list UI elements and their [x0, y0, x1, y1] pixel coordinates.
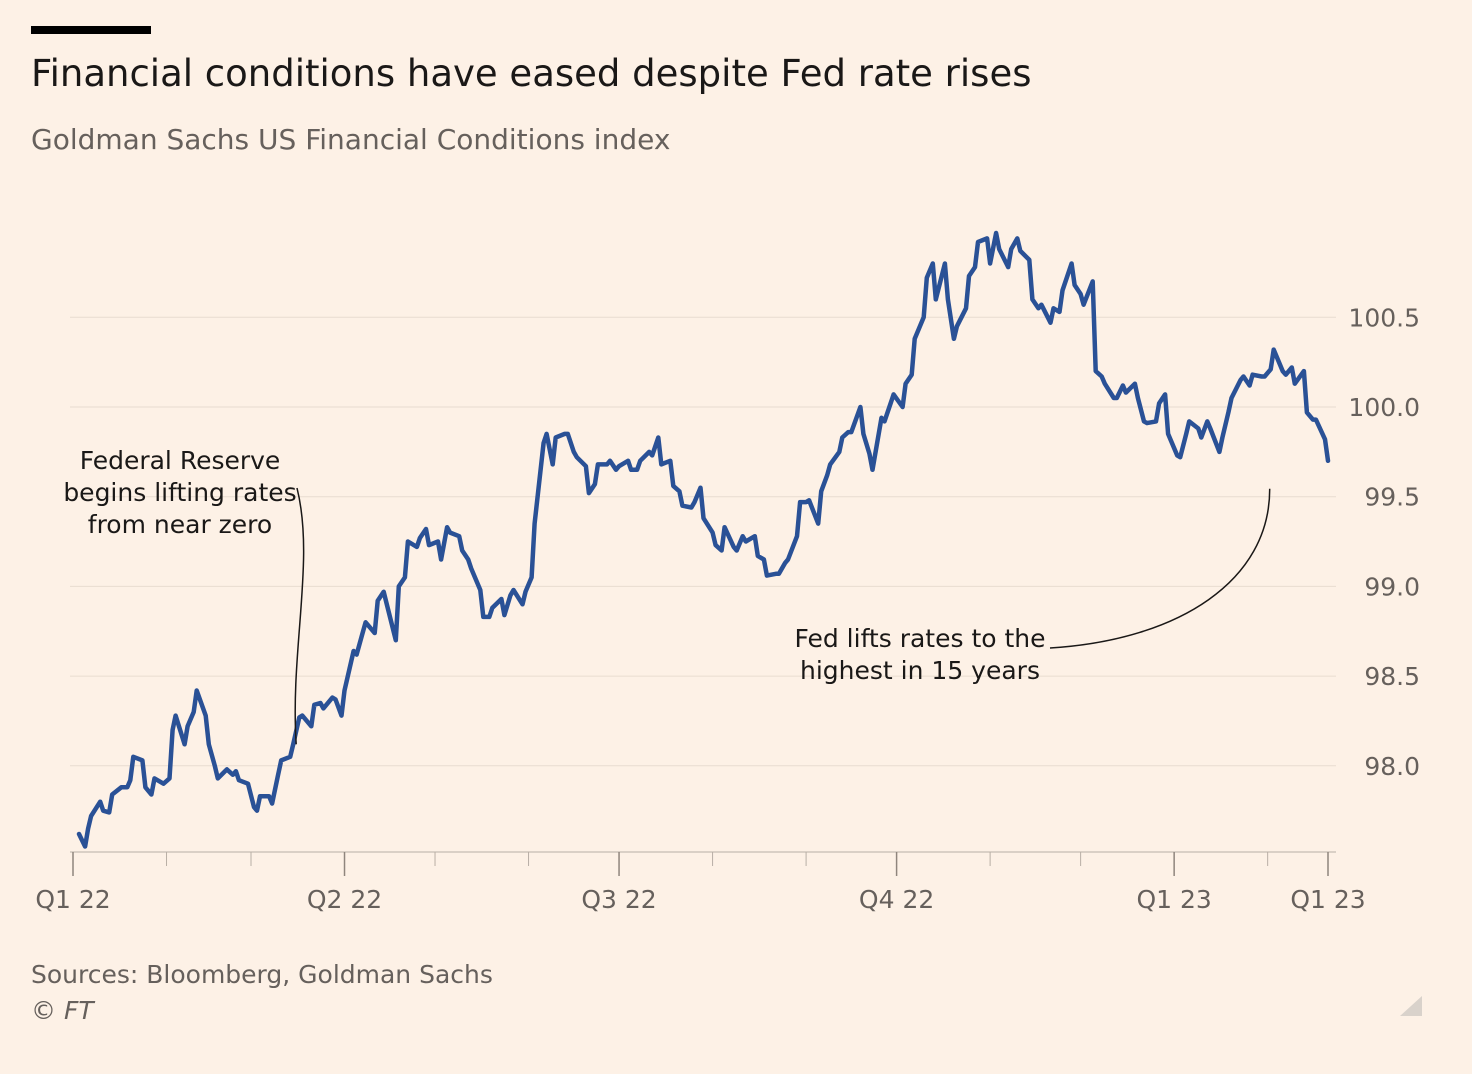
x-tick-label: Q1 23	[1290, 885, 1365, 914]
x-tick-label: Q4 22	[859, 885, 934, 914]
x-tick-label: Q3 22	[581, 885, 656, 914]
annotation-text: begins lifting rates	[63, 478, 296, 507]
y-tick-label: 100.5	[1348, 303, 1420, 332]
y-tick-label: 98.0	[1364, 752, 1420, 781]
annotation-text: from near zero	[88, 510, 272, 539]
y-tick-label: 98.5	[1364, 662, 1420, 691]
series-line	[76, 230, 1331, 849]
annotation-text: Federal Reserve	[80, 446, 281, 475]
x-tick-label: Q2 22	[307, 885, 382, 914]
annotation-text: Fed lifts rates to the	[794, 624, 1045, 653]
y-axis-tick-labels: 98.0 98.5 99.0 99.5 100.0 100.5	[1348, 303, 1420, 781]
x-tick-label: Q1 23	[1136, 885, 1211, 914]
annotation-leader-line	[1049, 488, 1271, 649]
annotation-leader-line	[294, 487, 305, 745]
x-axis: Q1 22 Q2 22 Q3 22 Q4 22 Q1 23 Q1 23	[35, 851, 1366, 914]
chart-title: Financial conditions have eased despite …	[31, 52, 1032, 95]
y-tick-label: 100.0	[1348, 393, 1420, 422]
series-layer	[76, 230, 1331, 849]
resize-handle-icon[interactable]	[1400, 996, 1422, 1016]
annotations: Federal Reserve begins lifting rates from …	[63, 446, 1271, 745]
gridlines	[70, 316, 1336, 767]
annotation-text: highest in 15 years	[800, 656, 1040, 685]
copyright-note: © FT	[31, 996, 94, 1025]
y-tick-label: 99.0	[1364, 572, 1420, 601]
ft-top-bar	[31, 26, 151, 34]
sources-note: Sources: Bloomberg, Goldman Sachs	[31, 960, 493, 989]
y-tick-label: 99.5	[1364, 483, 1420, 512]
x-tick-label: Q1 22	[35, 885, 110, 914]
chart-subtitle: Goldman Sachs US Financial Conditions in…	[31, 123, 671, 156]
